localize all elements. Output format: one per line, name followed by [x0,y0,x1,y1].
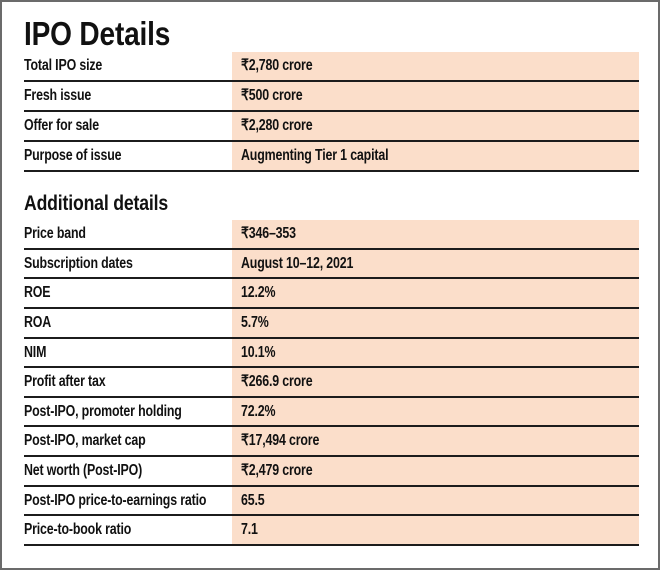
row-label-cell: Profit after tax [24,368,232,396]
row-label: Post-IPO price-to-earnings ratio [24,491,207,509]
row-value-cell: 5.7% [232,308,639,337]
row-label-cell: NIM [24,339,232,367]
table-row: Post-IPO, market cap ₹17,494 crore [24,427,639,457]
row-value: ₹500 crore [241,87,303,105]
row-label: Profit after tax [24,373,106,391]
row-value: 72.2% [241,402,276,420]
table-row: Profit after tax ₹266.9 crore [24,368,639,398]
row-label-cell: ROE [24,279,232,307]
table-row: Subscription dates August 10–12, 2021 [24,249,639,280]
row-value: ₹2,780 crore [241,57,313,75]
row-value-cell: ₹2,780 crore [232,52,639,80]
row-value: ₹2,280 crore [241,117,313,135]
row-value: 5.7% [241,313,269,331]
row-value: ₹2,479 crore [241,462,313,480]
row-label-cell: Subscription dates [24,250,232,278]
row-label: NIM [24,343,47,361]
row-value-cell: ₹266.9 crore [232,368,639,396]
row-label-cell: Price band [24,220,232,248]
row-label-cell: Post-IPO, market cap [24,427,232,455]
additional-details-title-text: Additional details [24,192,168,215]
table-row: ROA 5.7% [24,308,639,339]
table-row: Price band ₹346–353 [24,220,639,250]
row-value-cell: August 10–12, 2021 [232,249,639,278]
row-value-cell: ₹2,280 crore [232,112,639,140]
row-label: Net worth (Post-IPO) [24,462,143,480]
row-value: ₹346–353 [241,225,296,243]
row-value: ₹266.9 crore [241,373,313,391]
table-row: Offer for sale ₹2,280 crore [24,112,639,142]
table-row: Net worth (Post-IPO) ₹2,479 crore [24,457,639,487]
table-row: Post-IPO, promoter holding 72.2% [24,397,639,428]
table-row: Fresh issue ₹500 crore [24,82,639,112]
table-row: NIM 10.1% [24,338,639,369]
row-value-cell: 10.1% [232,338,639,367]
row-value: ₹17,494 crore [241,432,320,450]
row-label-cell: Post-IPO price-to-earnings ratio [24,487,232,515]
row-value: 12.2% [241,284,276,302]
row-value: 7.1 [241,521,258,539]
row-value-cell: ₹346–353 [232,220,639,248]
row-label: Subscription dates [24,254,133,272]
ipo-details-table: Total IPO size ₹2,780 crore Fresh issue … [24,52,639,172]
row-label: ROE [24,284,51,302]
row-value-cell: ₹17,494 crore [232,427,639,455]
row-value: Augmenting Tier 1 capital [241,147,389,165]
table-row: Post-IPO price-to-earnings ratio 65.5 [24,486,639,517]
table-row: ROE 12.2% [24,279,639,309]
additional-details-table: Price band ₹346–353 Subscription dates A… [24,220,639,546]
row-label-cell: Total IPO size [24,52,232,80]
row-value: 65.5 [241,491,265,509]
row-label: ROA [24,313,52,331]
row-value: 10.1% [241,343,276,361]
row-value-cell: ₹500 crore [232,82,639,110]
table-row: Purpose of issue Augmenting Tier 1 capit… [24,142,639,172]
row-label: Post-IPO, market cap [24,432,146,450]
row-label: Total IPO size [24,57,103,75]
row-label-cell: Post-IPO, promoter holding [24,398,232,426]
row-label: Price-to-book ratio [24,521,132,539]
row-label-cell: Net worth (Post-IPO) [24,457,232,485]
table-row: Total IPO size ₹2,780 crore [24,52,639,82]
row-label: Fresh issue [24,87,92,105]
additional-details-title: Additional details [24,192,637,216]
row-label-cell: Fresh issue [24,82,232,110]
row-value-cell: 65.5 [232,486,639,515]
table-row: Price-to-book ratio 7.1 [24,516,639,546]
row-value-cell: Augmenting Tier 1 capital [232,142,639,170]
page-title: IPO Details [24,16,637,52]
row-value-cell: 7.1 [232,516,639,544]
row-label-cell: Price-to-book ratio [24,516,232,544]
row-value-cell: 72.2% [232,397,639,426]
row-label: Offer for sale [24,117,99,135]
row-value: August 10–12, 2021 [241,254,354,272]
page-title-text: IPO Details [24,15,171,52]
row-label-cell: Purpose of issue [24,142,232,170]
row-label: Purpose of issue [24,147,122,165]
row-label: Post-IPO, promoter holding [24,402,182,420]
row-value-cell: 12.2% [232,279,639,307]
row-label: Price band [24,225,86,243]
row-label-cell: ROA [24,309,232,337]
row-label-cell: Offer for sale [24,112,232,140]
row-value-cell: ₹2,479 crore [232,457,639,485]
